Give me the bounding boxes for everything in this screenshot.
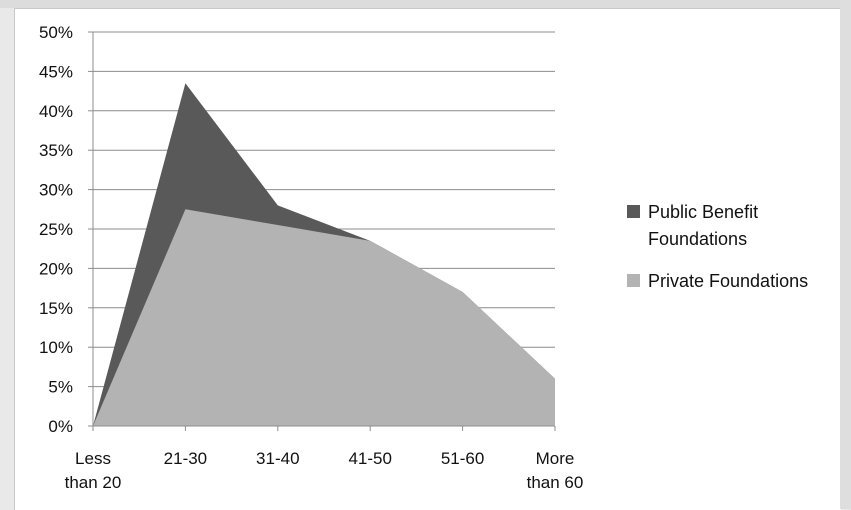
- y-tick-label-0: 0%: [48, 417, 73, 436]
- x-tick-label-0-line-0: Less: [75, 449, 111, 468]
- series-areas: [93, 83, 555, 426]
- y-tick-label-4: 20%: [39, 259, 73, 278]
- x-axis-tick-labels: Less than 20 21-30 31-40 41-50 51-60 More than …: [65, 449, 584, 492]
- y-tick-label-10: 50%: [39, 23, 73, 42]
- x-tick-label-5-line-0: More: [536, 449, 575, 468]
- window-right-shade: [840, 0, 851, 509]
- series-area-1: [93, 209, 555, 426]
- x-tick-label-5-line-1: than 60: [527, 473, 584, 492]
- y-tick-label-6: 30%: [39, 181, 73, 200]
- y-tick-label-8: 40%: [39, 102, 73, 121]
- legend-swatch-1: [627, 274, 640, 287]
- x-tick-label-2: 31-40: [256, 449, 299, 468]
- x-tick-label-1: 21-30: [164, 449, 207, 468]
- y-tick-label-9: 45%: [39, 62, 73, 81]
- y-tick-label-2: 10%: [39, 338, 73, 357]
- y-tick-label-3: 15%: [39, 299, 73, 318]
- x-tick-label-0-line-1: than 20: [65, 473, 122, 492]
- legend: Public Benefit Foundations Private Foundat…: [627, 202, 808, 291]
- x-tick-label-3: 41-50: [348, 449, 391, 468]
- legend-swatch-0: [627, 205, 640, 218]
- window-top-shade: [0, 0, 851, 8]
- y-axis-tick-labels: 0% 5% 10% 15% 20% 25% 30% 35% 40% 45% 50%: [39, 23, 73, 436]
- axes: [88, 31, 556, 431]
- legend-label-0-line-0: Public Benefit: [648, 202, 758, 222]
- y-tick-label-7: 35%: [39, 141, 73, 160]
- x-tick-label-4: 51-60: [441, 449, 484, 468]
- y-tick-label-1: 5%: [48, 378, 73, 397]
- y-tick-label-5: 25%: [39, 220, 73, 239]
- legend-label-0-line-1: Foundations: [648, 229, 747, 249]
- legend-label-1: Private Foundations: [648, 271, 808, 291]
